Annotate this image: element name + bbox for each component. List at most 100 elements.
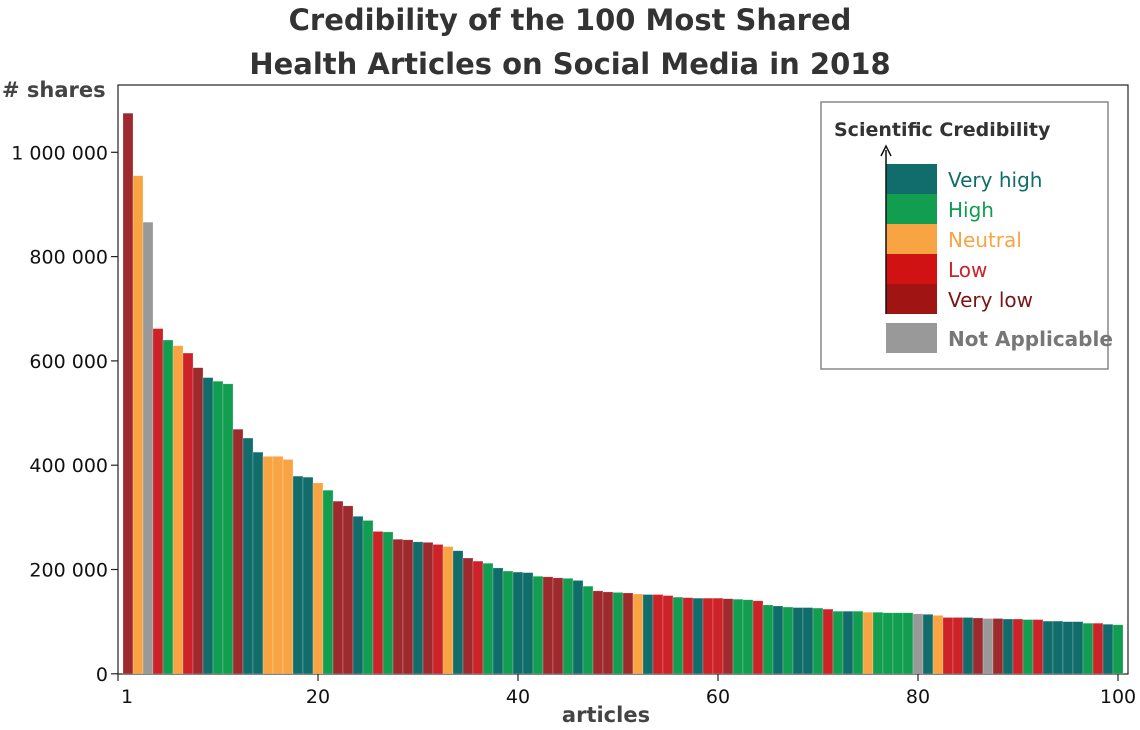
bar-article-19 xyxy=(302,476,314,675)
bar-article-32 xyxy=(432,544,444,675)
x-tick-label: 100 xyxy=(1100,686,1136,708)
legend-swatch-n xyxy=(886,224,937,254)
x-tick-label: 40 xyxy=(506,686,530,708)
bar-article-82 xyxy=(932,615,944,675)
y-tick-label: 400 000 xyxy=(29,455,108,477)
bar-article-58 xyxy=(692,597,704,675)
bar-article-62 xyxy=(732,598,744,675)
bar-article-28 xyxy=(392,538,404,675)
bar-article-29 xyxy=(402,539,414,675)
bar-article-20 xyxy=(312,482,324,675)
bar-article-91 xyxy=(1022,619,1034,675)
bar-article-41 xyxy=(522,572,534,675)
bar-article-84 xyxy=(952,617,964,675)
bar-article-36 xyxy=(472,560,484,675)
bar-article-76 xyxy=(872,611,884,675)
bar-article-33 xyxy=(442,546,454,675)
bar-article-26 xyxy=(372,531,384,675)
x-tick-label: 60 xyxy=(706,686,730,708)
bar-article-53 xyxy=(642,594,654,675)
bars-group xyxy=(122,112,1124,675)
bar-article-10 xyxy=(212,380,224,675)
bar-article-6 xyxy=(172,345,184,675)
bar-article-81 xyxy=(922,614,934,675)
legend: Scientific Credibility Very high High Neut… xyxy=(820,101,1113,370)
x-tick-label: 20 xyxy=(306,686,330,708)
bar-article-61 xyxy=(722,598,734,675)
bar-article-55 xyxy=(662,595,674,675)
bar-article-46 xyxy=(572,580,584,675)
bar-article-23 xyxy=(342,505,354,675)
bar-article-98 xyxy=(1092,622,1104,675)
y-tick-label: 200 000 xyxy=(29,560,108,582)
y-tick-label: 0 xyxy=(96,664,108,686)
bar-article-49 xyxy=(602,591,614,675)
bar-article-94 xyxy=(1052,620,1064,675)
bar-article-8 xyxy=(192,367,204,675)
bar-article-80 xyxy=(912,613,924,675)
bar-article-96 xyxy=(1072,621,1084,675)
bar-article-95 xyxy=(1062,621,1074,675)
bar-article-59 xyxy=(702,597,714,675)
bar-article-27 xyxy=(382,531,394,675)
bar-article-99 xyxy=(1102,623,1114,675)
bar-article-65 xyxy=(762,604,774,675)
legend-box xyxy=(820,101,1109,370)
plot-frame xyxy=(117,84,1129,675)
bar-article-5 xyxy=(162,339,174,675)
bar-article-1 xyxy=(122,112,134,675)
bar-article-24 xyxy=(352,516,364,675)
chart-title-line-1: Credibility of the 100 Most Shared xyxy=(289,3,852,37)
bar-article-9 xyxy=(202,377,214,675)
legend-swatch-na xyxy=(886,323,937,353)
bar-article-14 xyxy=(252,451,264,675)
legend-label-vl: Very low xyxy=(948,288,1033,312)
bar-article-54 xyxy=(652,594,664,675)
bar-article-13 xyxy=(242,437,254,675)
legend-swatch-l xyxy=(886,254,937,284)
bar-article-18 xyxy=(292,475,304,675)
bar-article-63 xyxy=(742,599,754,675)
legend-label-l: Low xyxy=(948,258,987,282)
bar-article-90 xyxy=(1012,618,1024,675)
bar-article-30 xyxy=(412,541,424,675)
bar-article-64 xyxy=(752,600,764,675)
bar-article-75 xyxy=(862,611,874,675)
bar-article-3 xyxy=(142,221,154,675)
bar-article-15 xyxy=(262,456,274,675)
bar-article-87 xyxy=(982,618,994,675)
bar-article-12 xyxy=(232,428,244,675)
bar-article-25 xyxy=(362,520,374,675)
bar-article-83 xyxy=(942,617,954,675)
legend-label-na: Not Applicable xyxy=(948,327,1113,351)
legend-swatch-vl xyxy=(886,284,937,314)
bar-article-21 xyxy=(322,489,334,675)
y-tick-label: 1 000 000 xyxy=(11,142,108,164)
x-tick-label: 1 xyxy=(121,686,133,708)
bar-article-73 xyxy=(842,610,854,675)
bar-article-2 xyxy=(132,175,144,675)
bar-article-74 xyxy=(852,610,864,675)
bar-article-56 xyxy=(672,596,684,675)
bar-article-44 xyxy=(552,577,564,675)
bar-article-100 xyxy=(1112,624,1124,675)
x-axis-label: articles xyxy=(562,703,650,727)
bar-article-7 xyxy=(182,352,194,675)
legend-label-h: High xyxy=(948,198,994,222)
bar-article-70 xyxy=(812,607,824,675)
y-tick-label: 800 000 xyxy=(29,247,108,269)
y-axis-label: # shares xyxy=(2,78,106,102)
chart-title-line-2: Health Articles on Social Media in 2018 xyxy=(249,47,890,81)
legend-swatch-vh xyxy=(886,164,937,194)
bar-article-4 xyxy=(152,328,164,675)
bar-article-89 xyxy=(1002,618,1014,675)
bar-article-79 xyxy=(902,612,914,675)
x-tick-label: 80 xyxy=(906,686,930,708)
bar-article-47 xyxy=(582,585,594,675)
bar-article-72 xyxy=(832,610,844,675)
legend-items: Very high High Neutral Low Very low Not Appli… xyxy=(886,164,1113,353)
bar-article-67 xyxy=(782,606,794,675)
bar-article-45 xyxy=(562,578,574,675)
bar-article-16 xyxy=(272,456,284,675)
